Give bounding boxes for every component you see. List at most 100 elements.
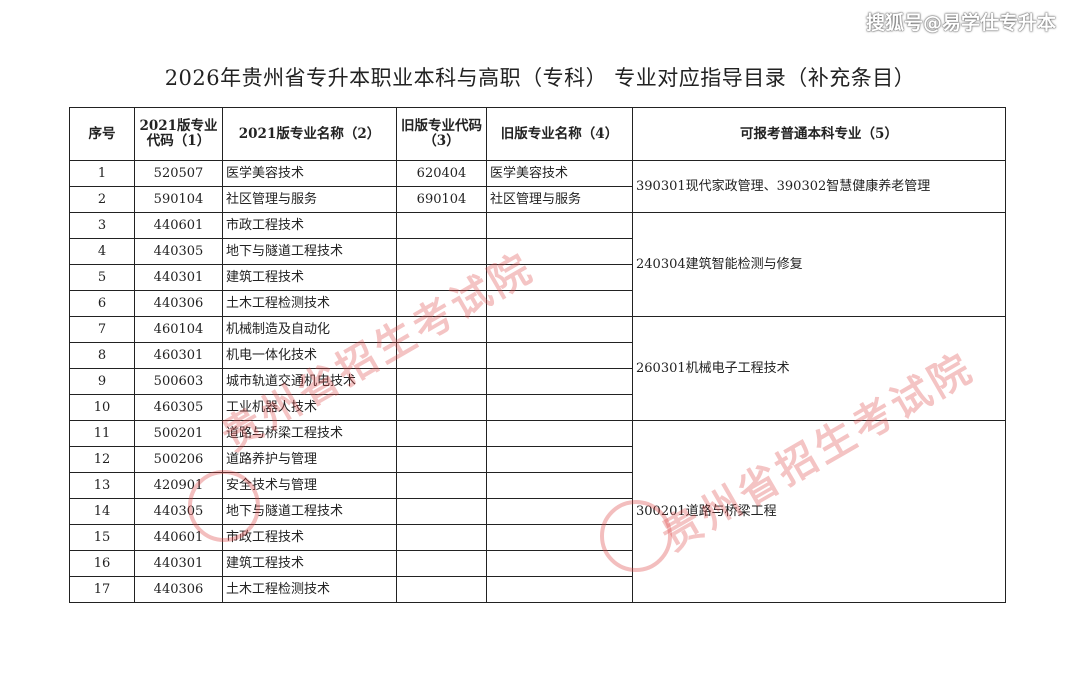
old-major-name	[486, 342, 633, 369]
row-number: 14	[69, 498, 135, 525]
old-major-code: 690104	[396, 186, 487, 213]
major-name: 医学美容技术	[222, 160, 397, 187]
table-row: 2 590104 社区管理与服务 690104 社区管理与服务	[69, 186, 1006, 213]
old-major-code	[396, 290, 487, 317]
major-code: 460301	[134, 342, 223, 369]
old-major-name	[486, 420, 633, 447]
old-major-code	[396, 472, 487, 499]
old-major-code	[396, 212, 487, 239]
old-major-name	[486, 524, 633, 551]
old-major-name	[486, 498, 633, 525]
major-name: 市政工程技术	[222, 212, 397, 239]
major-catalog-table: 序号 2021版专业代码（1） 2021版专业名称（2） 旧版专业代码（3） 旧…	[69, 107, 1006, 603]
major-code: 500201	[134, 420, 223, 447]
old-major-code	[396, 238, 487, 265]
major-code: 460305	[134, 394, 223, 421]
major-name: 地下与隧道工程技术	[222, 238, 397, 265]
header-code: 2021版专业代码（1）	[134, 107, 223, 161]
old-major-code	[396, 368, 487, 395]
table-row: 6 440306 土木工程检测技术	[69, 290, 1006, 317]
table-row: 14 440305 地下与隧道工程技术	[69, 498, 1006, 525]
row-number: 3	[69, 212, 135, 239]
row-number: 6	[69, 290, 135, 317]
table-row: 5 440301 建筑工程技术	[69, 264, 1006, 291]
eligible-bachelor-major: 260301机械电子工程技术	[632, 316, 1006, 421]
old-major-name	[486, 472, 633, 499]
row-number: 7	[69, 316, 135, 343]
major-code: 440601	[134, 524, 223, 551]
old-major-code	[396, 550, 487, 577]
old-major-code	[396, 420, 487, 447]
document-title: 2026年贵州省专升本职业本科与高职（专科） 专业对应指导目录（补充条目）	[164, 66, 916, 90]
major-code: 440601	[134, 212, 223, 239]
major-code: 440305	[134, 238, 223, 265]
table-row: 12 500206 道路养护与管理	[69, 446, 1006, 473]
major-name: 道路与桥梁工程技术	[222, 420, 397, 447]
header-old-code: 旧版专业代码（3）	[396, 107, 487, 161]
table-row: 16 440301 建筑工程技术	[69, 550, 1006, 577]
table-row: 9 500603 城市轨道交通机电技术	[69, 368, 1006, 395]
old-major-name: 社区管理与服务	[486, 186, 633, 213]
old-major-name	[486, 290, 633, 317]
table-row: 1 520507 医学美容技术 620404 医学美容技术 390301现代家政管理、39…	[69, 160, 1006, 213]
old-major-name	[486, 238, 633, 265]
old-major-name	[486, 576, 633, 603]
major-code: 440306	[134, 290, 223, 317]
major-name: 工业机器人技术	[222, 394, 397, 421]
row-number: 10	[69, 394, 135, 421]
old-major-code	[396, 446, 487, 473]
old-major-code	[396, 264, 487, 291]
row-number: 11	[69, 420, 135, 447]
old-major-name	[486, 212, 633, 239]
table-row: 7 460104 机械制造及自动化 260301机械电子工程技术	[69, 316, 1006, 421]
table-row: 13 420901 安全技术与管理	[69, 472, 1006, 499]
row-number: 2	[69, 186, 135, 213]
major-code: 520507	[134, 160, 223, 187]
row-number: 12	[69, 446, 135, 473]
eligible-bachelor-major: 390301现代家政管理、390302智慧健康养老管理	[632, 160, 1006, 213]
table-row: 11 500201 道路与桥梁工程技术 300201道路与桥梁工程	[69, 420, 1006, 603]
old-major-code	[396, 524, 487, 551]
major-code: 440301	[134, 264, 223, 291]
old-major-code	[396, 316, 487, 343]
major-name: 道路养护与管理	[222, 446, 397, 473]
old-major-code: 620404	[396, 160, 487, 187]
row-number: 4	[69, 238, 135, 265]
major-name: 土木工程检测技术	[222, 290, 397, 317]
row-number: 16	[69, 550, 135, 577]
major-code: 460104	[134, 316, 223, 343]
old-major-name	[486, 394, 633, 421]
eligible-bachelor-major: 240304建筑智能检测与修复	[632, 212, 1006, 317]
old-major-code	[396, 394, 487, 421]
header-old-name: 旧版专业名称（4）	[486, 107, 633, 161]
row-number: 17	[69, 576, 135, 603]
major-name: 机电一体化技术	[222, 342, 397, 369]
old-major-code	[396, 576, 487, 603]
row-number: 9	[69, 368, 135, 395]
row-number: 1	[69, 160, 135, 187]
header-name: 2021版专业名称（2）	[222, 107, 397, 161]
table-row: 8 460301 机电一体化技术	[69, 342, 1006, 369]
row-number: 5	[69, 264, 135, 291]
major-name: 市政工程技术	[222, 524, 397, 551]
major-code: 500603	[134, 368, 223, 395]
major-code: 440306	[134, 576, 223, 603]
major-code: 440301	[134, 550, 223, 577]
major-name: 建筑工程技术	[222, 264, 397, 291]
table-row: 3 440601 市政工程技术 240304建筑智能检测与修复	[69, 212, 1006, 317]
major-name: 土木工程检测技术	[222, 576, 397, 603]
table-row: 17 440306 土木工程检测技术	[69, 576, 1006, 603]
major-name: 建筑工程技术	[222, 550, 397, 577]
major-name: 地下与隧道工程技术	[222, 498, 397, 525]
header-bachelor-major: 可报考普通本科专业（5）	[632, 107, 1006, 161]
header-row: 序号 2021版专业代码（1） 2021版专业名称（2） 旧版专业代码（3） 旧…	[69, 107, 1006, 161]
old-major-name	[486, 368, 633, 395]
major-code: 590104	[134, 186, 223, 213]
old-major-name	[486, 550, 633, 577]
old-major-code	[396, 498, 487, 525]
major-code: 500206	[134, 446, 223, 473]
old-major-name	[486, 316, 633, 343]
old-major-code	[396, 342, 487, 369]
row-number: 15	[69, 524, 135, 551]
